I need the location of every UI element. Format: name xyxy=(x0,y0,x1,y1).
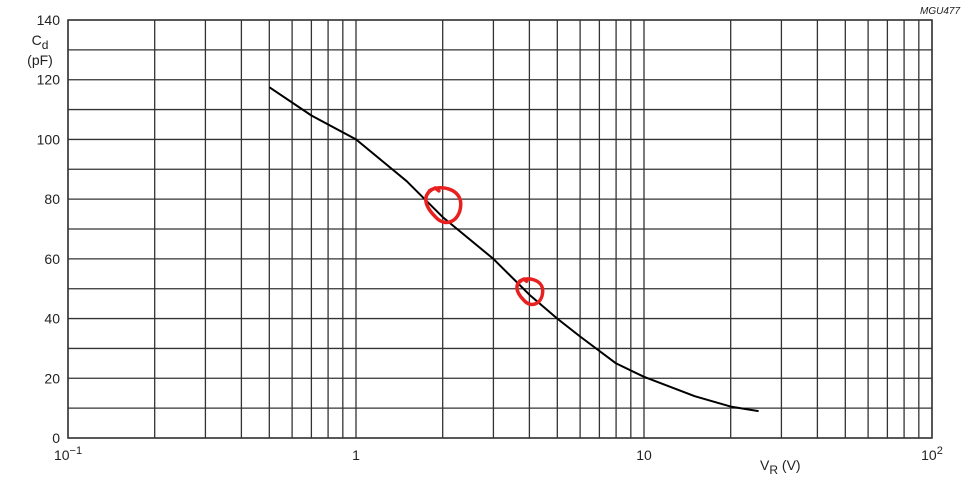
tick-labels: 0 20 40 60 80 100 120 140 10−1 1 10 102 xyxy=(37,12,943,463)
series-line xyxy=(268,86,759,413)
annotations xyxy=(424,186,545,307)
y-label-main: C xyxy=(32,32,42,48)
y-tick-label: 140 xyxy=(37,12,61,28)
y-tick-label: 80 xyxy=(44,191,60,207)
y-label-unit: (pF) xyxy=(27,52,53,68)
plot-frame xyxy=(67,19,933,439)
series-layer xyxy=(268,86,759,413)
y-axis-label: Cd (pF) xyxy=(27,32,53,68)
y-label-sub: d xyxy=(42,38,49,52)
x-tick-label: 10 xyxy=(636,447,652,463)
x-tick-label: 10−1 xyxy=(54,445,82,463)
y-tick-label: 20 xyxy=(44,370,60,386)
red-circle-annotation xyxy=(424,186,463,225)
y-tick-label: 0 xyxy=(52,430,60,446)
x-axis-label: VR (V) xyxy=(760,457,801,477)
y-tick-label: 120 xyxy=(37,72,61,88)
chart-code-label: MGU477 xyxy=(920,6,960,17)
y-tick-label: 100 xyxy=(37,131,61,147)
grid xyxy=(67,19,933,439)
x-tick-label: 1 xyxy=(352,447,360,463)
y-tick-label: 60 xyxy=(44,251,60,267)
x-tick-label: 102 xyxy=(921,445,943,463)
red-circle-annotation xyxy=(515,277,545,307)
svg-text:Cd: Cd xyxy=(32,32,49,52)
y-tick-label: 40 xyxy=(44,311,60,327)
